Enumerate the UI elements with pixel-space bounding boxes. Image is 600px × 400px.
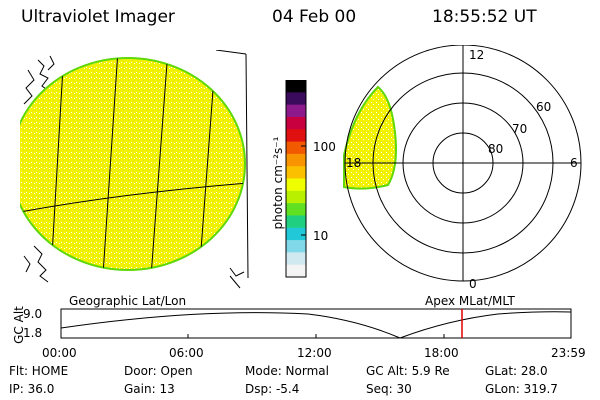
status-glon: GLon: 319.7: [485, 382, 558, 396]
mlat-label-80: 80: [488, 142, 503, 156]
geographic-projection-label: Geographic Lat/Lon: [69, 294, 187, 308]
status-ip: IP: 36.0: [9, 382, 55, 396]
status-seq: Seq: 30: [366, 382, 412, 396]
image-time: 18:55:52 UT: [432, 7, 537, 27]
colorbar-band: [286, 141, 306, 155]
apex-projection-label: Apex MLat/MLT: [425, 294, 515, 308]
colorbar-band: [286, 215, 306, 229]
colorbar-band: [286, 153, 306, 167]
mlt-label-6: 6: [570, 156, 578, 170]
colorbar-band: [286, 240, 306, 253]
mlt-label-0: 0: [469, 277, 477, 291]
colorbar-band: [286, 203, 306, 216]
status-gain: Gain: 13: [124, 382, 175, 396]
polar-mlt-plot: 12 0 18 6 60 70 80: [343, 45, 582, 291]
status-gc-alt: GC Alt: 5.9 Re: [366, 364, 450, 378]
colorbar-band: [286, 264, 306, 278]
colorbar-band: [286, 252, 306, 266]
altitude-x-tick-0: 00:00: [42, 346, 77, 360]
auroral-region: [343, 85, 397, 190]
mlt-label-12: 12: [469, 48, 484, 62]
colorbar-band: [286, 80, 306, 93]
status-glat: GLat: 28.0: [485, 364, 548, 378]
colorbar-band: [286, 178, 306, 192]
color-scale-bar: [285, 80, 307, 278]
colorbar-unit-label: photon cm⁻²s⁻¹: [271, 136, 285, 230]
status-door: Door: Open: [124, 364, 193, 378]
colorbar-band: [286, 190, 306, 204]
altitude-plot: [60, 308, 572, 339]
colorbar-band: [286, 166, 306, 179]
altitude-x-tick-2: 12:00: [297, 346, 332, 360]
altitude-x-tick-4: 23:59: [551, 346, 586, 360]
altitude-y-top: 9.0: [23, 307, 43, 321]
colorbar-band: [286, 227, 306, 241]
status-flight: Flt: HOME: [9, 364, 69, 378]
colorbar-band: [286, 116, 306, 130]
instrument-title: Ultraviolet Imager: [21, 7, 175, 27]
altitude-x-tick-3: 18:00: [424, 346, 459, 360]
image-date: 04 Feb 00: [272, 7, 357, 27]
geographic-image: [20, 50, 249, 289]
altitude-x-tick-1: 06:00: [169, 346, 204, 360]
altitude-y-bottom: 1.8: [23, 326, 43, 340]
altitude-curve: [60, 311, 572, 339]
colorbar-tick-10: 10: [313, 229, 329, 243]
colorbar-band: [286, 129, 306, 143]
mlat-label-70: 70: [512, 122, 527, 136]
colorbar-band: [286, 104, 306, 118]
status-mode: Mode: Normal: [245, 364, 329, 378]
colorbar-tick-100: 100: [313, 140, 336, 154]
mlt-label-18: 18: [346, 156, 361, 170]
colorbar-band: [286, 92, 306, 106]
earth-disk: [20, 57, 246, 271]
status-dsp: Dsp: -5.4: [245, 382, 300, 396]
mlat-label-60: 60: [536, 100, 551, 114]
